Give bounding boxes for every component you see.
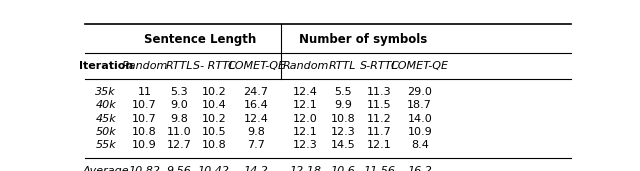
Text: 11.3: 11.3 [367, 87, 392, 97]
Text: 10.4: 10.4 [202, 100, 227, 110]
Text: Random: Random [122, 61, 168, 71]
Text: 10.6: 10.6 [330, 166, 355, 171]
Text: 9.8: 9.8 [170, 114, 188, 124]
Text: 9.9: 9.9 [334, 100, 352, 110]
Text: 35k: 35k [95, 87, 116, 97]
Text: 9.8: 9.8 [247, 127, 265, 137]
Text: 12.3: 12.3 [330, 127, 355, 137]
Text: 18.7: 18.7 [407, 100, 432, 110]
Text: 5.3: 5.3 [170, 87, 188, 97]
Text: Iteration: Iteration [79, 61, 133, 71]
Text: 10.7: 10.7 [132, 100, 157, 110]
Text: 10.9: 10.9 [132, 140, 157, 150]
Text: 10.8: 10.8 [202, 140, 227, 150]
Text: 29.0: 29.0 [407, 87, 432, 97]
Text: 8.4: 8.4 [411, 140, 429, 150]
Text: 16.4: 16.4 [244, 100, 268, 110]
Text: S-RTTL: S-RTTL [360, 61, 399, 71]
Text: 50k: 50k [95, 127, 116, 137]
Text: 24.7: 24.7 [244, 87, 269, 97]
Text: 9.0: 9.0 [170, 100, 188, 110]
Text: 10.8: 10.8 [132, 127, 157, 137]
Text: 10.7: 10.7 [132, 114, 157, 124]
Text: 12.0: 12.0 [293, 114, 318, 124]
Text: 12.1: 12.1 [293, 100, 318, 110]
Text: 14.0: 14.0 [408, 114, 432, 124]
Text: 5.5: 5.5 [334, 87, 352, 97]
Text: RTTL: RTTL [329, 61, 356, 71]
Text: 16.2: 16.2 [407, 166, 432, 171]
Text: 10.2: 10.2 [202, 114, 227, 124]
Text: 7.7: 7.7 [247, 140, 265, 150]
Text: 12.3: 12.3 [293, 140, 318, 150]
Text: 14.5: 14.5 [330, 140, 355, 150]
Text: 11.5: 11.5 [367, 100, 392, 110]
Text: 10.42: 10.42 [198, 166, 230, 171]
Text: 11.2: 11.2 [367, 114, 392, 124]
Text: COMET-QE: COMET-QE [391, 61, 449, 71]
Text: 12.4: 12.4 [244, 114, 269, 124]
Text: 10.5: 10.5 [202, 127, 226, 137]
Text: 9.56: 9.56 [167, 166, 191, 171]
Text: Random: Random [282, 61, 329, 71]
Text: 10.82: 10.82 [129, 166, 161, 171]
Text: COMET-QE: COMET-QE [227, 61, 285, 71]
Text: 12.1: 12.1 [367, 140, 392, 150]
Text: 10.9: 10.9 [408, 127, 432, 137]
Text: 12.7: 12.7 [167, 140, 191, 150]
Text: 10.2: 10.2 [202, 87, 227, 97]
Text: 11.0: 11.0 [167, 127, 191, 137]
Text: 11.56: 11.56 [363, 166, 395, 171]
Text: Sentence Length: Sentence Length [144, 33, 257, 46]
Text: 12.1: 12.1 [293, 127, 318, 137]
Text: 14.2: 14.2 [244, 166, 269, 171]
Text: 10.8: 10.8 [330, 114, 355, 124]
Text: Average: Average [83, 166, 129, 171]
Text: 40k: 40k [95, 100, 116, 110]
Text: 11: 11 [138, 87, 152, 97]
Text: 45k: 45k [95, 114, 116, 124]
Text: RTTL: RTTL [166, 61, 193, 71]
Text: S- RTTL: S- RTTL [193, 61, 235, 71]
Text: 11.7: 11.7 [367, 127, 392, 137]
Text: 12.18: 12.18 [290, 166, 322, 171]
Text: 55k: 55k [95, 140, 116, 150]
Text: 12.4: 12.4 [293, 87, 318, 97]
Text: Number of symbols: Number of symbols [299, 33, 427, 46]
